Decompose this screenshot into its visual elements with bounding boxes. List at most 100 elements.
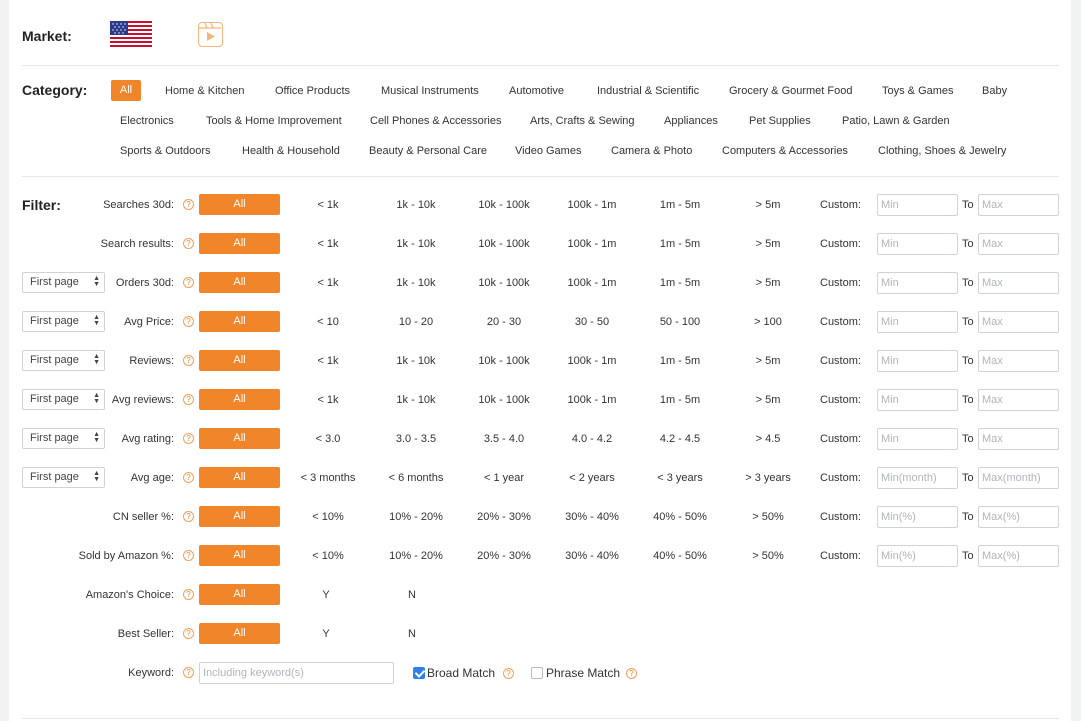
filter-option[interactable]: 10% - 20% [389,511,443,523]
filter-option[interactable]: 1k - 10k [396,355,436,367]
category-item[interactable]: Grocery & Gourmet Food [729,85,853,97]
category-item[interactable]: Patio, Lawn & Garden [842,115,950,127]
filter-option[interactable]: < 3 months [300,472,356,484]
filter-option[interactable]: > 100 [754,316,782,328]
filter-option[interactable]: 30% - 40% [565,511,619,523]
filter-option[interactable]: 10k - 100k [478,277,530,289]
broad-match-checkbox[interactable] [413,667,425,679]
filter-option[interactable]: 1k - 10k [396,277,436,289]
filter-option[interactable]: 10% - 20% [389,550,443,562]
filter-option[interactable]: 1m - 5m [659,355,701,367]
filter-option[interactable]: < 10 [317,316,339,328]
help-icon[interactable]: ? [183,355,194,366]
custom-max-input[interactable]: Max [978,311,1059,333]
filter-option[interactable]: N [408,628,416,640]
custom-min-input[interactable]: Min [877,194,958,216]
help-icon[interactable]: ? [183,667,194,678]
category-item[interactable]: Pet Supplies [749,115,811,127]
filter-option[interactable]: 20% - 30% [477,511,531,523]
category-item[interactable]: Automotive [509,85,565,97]
help-icon[interactable]: ? [503,668,514,679]
filter-all-button[interactable]: All [199,584,280,605]
custom-max-input[interactable]: Max [978,194,1059,216]
filter-option[interactable]: > 5m [755,394,781,406]
page-scope-select[interactable]: First page ▲ ▼ [22,389,105,410]
filter-option[interactable]: < 1k [317,394,339,406]
filter-option[interactable]: 1m - 5m [659,277,701,289]
category-item[interactable]: Cell Phones & Accessories [370,115,502,127]
filter-option[interactable]: 1m - 5m [659,394,701,406]
category-item[interactable]: Arts, Crafts & Sewing [530,115,635,127]
category-item[interactable]: Clothing, Shoes & Jewelry [878,145,1007,157]
filter-option[interactable]: 40% - 50% [653,550,707,562]
custom-max-input[interactable]: Max [978,428,1059,450]
category-item[interactable]: Industrial & Scientific [597,85,700,97]
filter-option[interactable]: > 3 years [745,472,791,484]
filter-option[interactable]: < 1k [317,355,339,367]
filter-option[interactable]: > 50% [752,550,784,562]
help-icon[interactable]: ? [183,277,194,288]
page-scope-select[interactable]: First page ▲ ▼ [22,467,105,488]
filter-option[interactable]: 100k - 1m [567,199,617,211]
custom-max-input[interactable]: Max(month) [978,467,1059,489]
category-item[interactable]: Musical Instruments [381,85,479,97]
filter-option[interactable]: 20% - 30% [477,550,531,562]
help-icon[interactable]: ? [183,433,194,444]
filter-all-button[interactable]: All [199,311,280,332]
video-play-icon[interactable] [198,22,223,47]
category-item[interactable]: Sports & Outdoors [120,145,211,157]
filter-option[interactable]: 10k - 100k [478,355,530,367]
filter-all-button[interactable]: All [199,350,280,371]
category-item[interactable]: Computers & Accessories [722,145,848,157]
category-item[interactable]: Office Products [275,85,350,97]
help-icon[interactable]: ? [183,628,194,639]
custom-min-input[interactable]: Min(%) [877,506,958,528]
filter-option[interactable]: > 4.5 [755,433,781,445]
category-item[interactable]: All [111,80,141,101]
us-flag-icon[interactable] [110,21,152,47]
filter-option[interactable]: 30% - 40% [565,550,619,562]
custom-max-input[interactable]: Max [978,389,1059,411]
custom-max-input[interactable]: Max [978,233,1059,255]
filter-all-button[interactable]: All [199,506,280,527]
filter-option[interactable]: 20 - 30 [486,316,522,328]
custom-max-input[interactable]: Max(%) [978,506,1059,528]
filter-option[interactable]: 100k - 1m [567,355,617,367]
custom-min-input[interactable]: Min [877,428,958,450]
filter-option[interactable]: 30 - 50 [574,316,610,328]
filter-option[interactable]: N [408,589,416,601]
custom-max-input[interactable]: Max(%) [978,545,1059,567]
filter-option[interactable]: 1m - 5m [659,238,701,250]
filter-all-button[interactable]: All [199,428,280,449]
filter-option[interactable]: 1k - 10k [396,394,436,406]
category-item[interactable]: Beauty & Personal Care [369,145,488,157]
filter-option[interactable]: > 5m [755,355,781,367]
filter-all-button[interactable]: All [199,272,280,293]
category-item[interactable]: Appliances [664,115,718,127]
filter-option[interactable]: < 1k [317,277,339,289]
filter-option[interactable]: 1k - 10k [396,199,436,211]
filter-option[interactable]: 4.2 - 4.5 [659,433,701,445]
help-icon[interactable]: ? [183,511,194,522]
filter-option[interactable]: < 1k [317,238,339,250]
filter-all-button[interactable]: All [199,389,280,410]
category-item[interactable]: Baby [982,85,1008,97]
filter-option[interactable]: 4.0 - 4.2 [571,433,613,445]
filter-all-button[interactable]: All [199,623,280,644]
filter-option[interactable]: 3.0 - 3.5 [395,433,437,445]
filter-option[interactable]: > 5m [755,199,781,211]
filter-all-button[interactable]: All [199,467,280,488]
category-item[interactable]: Toys & Games [882,85,954,97]
filter-option[interactable]: < 2 years [569,472,615,484]
filter-option[interactable]: < 3 years [657,472,703,484]
page-scope-select[interactable]: First page ▲ ▼ [22,311,105,332]
keyword-input[interactable]: Including keyword(s) [199,662,394,684]
custom-max-input[interactable]: Max [978,272,1059,294]
filter-option[interactable]: 50 - 100 [659,316,701,328]
filter-all-button[interactable]: All [199,194,280,215]
custom-max-input[interactable]: Max [978,350,1059,372]
help-icon[interactable]: ? [183,238,194,249]
filter-option[interactable]: < 10% [312,511,344,523]
help-icon[interactable]: ? [183,472,194,483]
custom-min-input[interactable]: Min(%) [877,545,958,567]
